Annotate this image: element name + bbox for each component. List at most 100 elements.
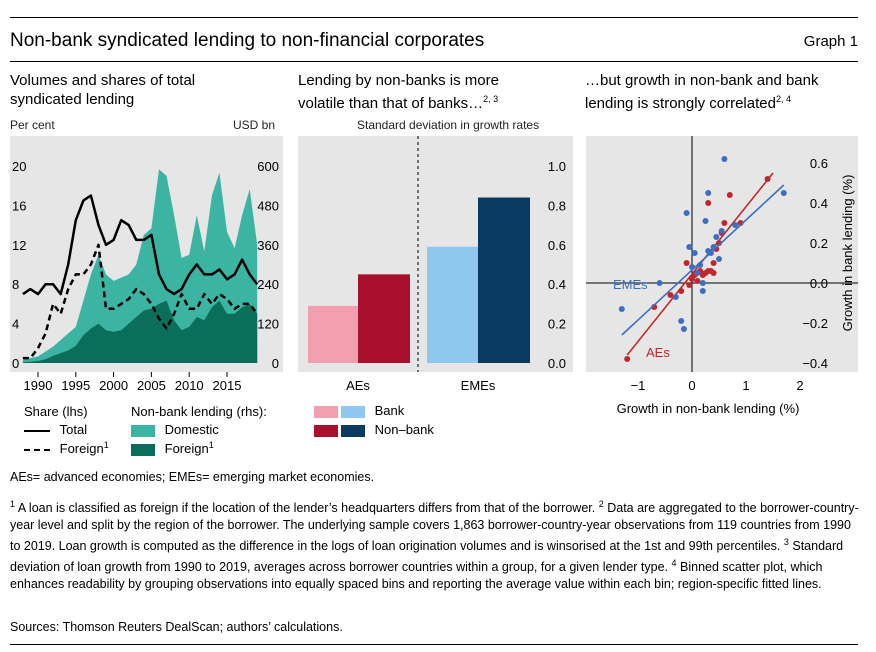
aes-scatter-point [764, 176, 771, 182]
aes-label: AEs [646, 345, 670, 360]
legend-foreign-lending-swatch [131, 443, 155, 456]
bar-emes-nonbank [478, 197, 530, 363]
footnote-2: Data are aggregated to the borrower-coun… [10, 501, 859, 554]
footnote-2-marker: 2 [598, 499, 604, 509]
panel1-xtick: 2005 [137, 378, 166, 393]
graph-title: Non-bank syndicated lending to non-finan… [10, 30, 485, 51]
panel2-ytick: 0.6 [548, 238, 566, 253]
bar-aes-bank [308, 305, 360, 363]
emes-scatter-point [686, 244, 693, 250]
footnote-4-marker: 4 [671, 558, 677, 569]
panel2-unit: Standard deviation in growth rates [357, 118, 540, 132]
panel1-unit-left: Per cent [10, 118, 55, 132]
panel3-ytick: −0.2 [802, 316, 828, 331]
emes-scatter-point [732, 222, 739, 228]
footnote-1: A loan is classified as foreign if the l… [17, 501, 596, 516]
panel3-title-line2: lending is strongly correlated [585, 95, 776, 112]
aes-scatter-point [726, 192, 733, 198]
legend-bank-ae-swatch [314, 405, 338, 418]
total-share-line [22, 194, 259, 296]
panel1-xtick: 1995 [61, 378, 90, 393]
legend-foreign-share-swatch [24, 448, 50, 451]
panel1-ytick-right: 240 [257, 277, 279, 292]
legend-foreign-lending: Foreign1 [131, 440, 214, 456]
legend-foreign-share-sup: 1 [103, 440, 109, 450]
panel3-title: …but growth in non-bank and bank lending… [585, 71, 819, 113]
panel3-ytick: −0.4 [802, 356, 828, 371]
emes-scatter-point [721, 156, 728, 162]
panel2-title-line2: volatile than that of banks… [298, 95, 484, 112]
emes-scatter-point [691, 250, 698, 256]
emes-scatter-point [618, 306, 625, 312]
aes-scatter-point [624, 356, 631, 362]
legend-foreign-share-label: Foreign [59, 441, 104, 457]
panel1-title: Volumes and shares of total syndicated l… [10, 71, 195, 109]
panel3-title-line1: …but growth in non-bank and bank [585, 72, 819, 89]
emes-scatter-point [689, 264, 695, 270]
panel3-xtick: 2 [796, 378, 803, 393]
legend-total-swatch [24, 429, 50, 432]
emes-scatter-point [656, 280, 663, 286]
emes-scatter-point [699, 288, 706, 294]
aes-scatter-point [678, 288, 685, 294]
panel1-ytick-right: 0 [272, 356, 279, 371]
legend-domestic: Domestic [131, 422, 219, 437]
panel3-ylabel: Growth in bank lending (%) [840, 175, 855, 332]
panel2-title: Lending by non-banks is more volatile th… [298, 71, 499, 113]
emes-scatter-point [707, 250, 714, 256]
foreign-share-line [22, 243, 259, 360]
graph-number: Graph 1 [803, 33, 858, 50]
emes-scatter-point [680, 326, 687, 332]
aes-scatter-point [683, 260, 690, 266]
panel1-xtick: 2010 [175, 378, 204, 393]
legend-nonbank-header: Non-bank lending (rhs): [131, 404, 267, 419]
legend-nonbank-eme-swatch [341, 424, 365, 437]
emes-label: EMEs [613, 277, 648, 292]
legend-domestic-swatch [131, 424, 155, 437]
panel3-xtick: −1 [631, 378, 646, 393]
bar-aes-nonbank [358, 274, 410, 363]
panel1-ytick-left: 8 [12, 277, 19, 292]
legend-domestic-label: Domestic [164, 422, 219, 437]
panel2-xtick: EMEs [461, 378, 496, 393]
legend-total-label: Total [59, 422, 88, 437]
emes-scatter-point [694, 270, 701, 276]
aes-scatter-point [694, 278, 701, 284]
panel3-xtick: 1 [742, 378, 749, 393]
footnotes: 1 A loan is classified as foreign if the… [10, 496, 862, 593]
aes-scatter-point [721, 220, 728, 226]
footnote-3: Standard deviation of loan growth from 1… [10, 539, 844, 575]
emes-scatter-point [699, 280, 706, 286]
emes-scatter-point [710, 244, 717, 250]
foreign-lending-area [22, 300, 258, 363]
emes-scatter-point [672, 294, 679, 300]
emes-scatter-point [780, 190, 787, 196]
panel1-title-line1: Volumes and shares of total [10, 72, 196, 89]
panel3-ytick: 0.6 [810, 156, 828, 171]
panel1-unit-right: USD bn [233, 118, 276, 132]
panel3-xtick: 0 [688, 378, 695, 393]
emes-scatter-point [702, 218, 709, 224]
panel1-ytick-left: 0 [12, 356, 19, 371]
panel1-title-line2: syndicated lending [10, 91, 135, 108]
panel3-plot-area [586, 136, 858, 372]
panel3-ytick: 0.4 [810, 196, 828, 211]
aes-scatter-point [686, 282, 693, 288]
emes-scatter-point [716, 256, 722, 262]
panel1-ytick-right: 480 [257, 198, 279, 213]
legend-foreign-share: Foreign1 [24, 440, 109, 456]
panel2-ytick: 0.4 [548, 277, 566, 292]
sources-note: Sources: Thomson Reuters DealScan; autho… [10, 620, 343, 634]
panel2-xtick: AEs [346, 378, 370, 393]
title-rule [10, 61, 858, 62]
emes-fit-line [621, 184, 785, 336]
top-rule [10, 17, 858, 18]
aes-scatter-point [710, 270, 717, 276]
panel1-xtick: 1990 [24, 378, 53, 393]
panel3-xlabel: Growth in non-bank lending (%) [617, 401, 800, 416]
legend-total: Total [24, 422, 87, 437]
emes-scatter-point [713, 234, 720, 240]
legend-bank: Bank [314, 403, 404, 418]
panel2-title-line1: Lending by non-banks is more [298, 72, 499, 89]
